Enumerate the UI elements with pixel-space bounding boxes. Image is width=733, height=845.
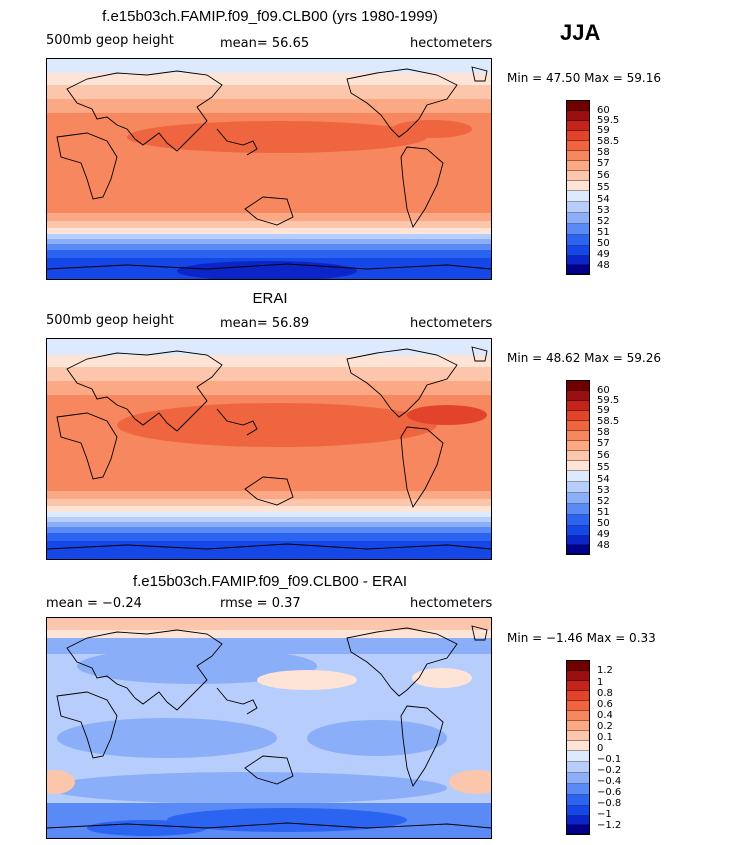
coastlines <box>47 625 491 829</box>
panel-3-minmax: Min = −1.46 Max = 0.33 <box>507 631 656 645</box>
panel-1-title: f.e15b03ch.FAMIP.f09_f09.CLB00 (yrs 1980… <box>102 8 438 25</box>
panel-3-map <box>46 617 492 839</box>
panel-3-cbar-label: −0.6 <box>597 787 622 798</box>
panel-3-cbar-label: −0.8 <box>597 798 622 809</box>
panel-1-cbar-label: 52 <box>597 216 610 227</box>
panel-3-field <box>47 618 491 838</box>
panel-1-cbar-label: 48 <box>597 260 610 271</box>
panel-1-cbar-label: 58 <box>597 147 610 158</box>
panel-1-cbar-label: 59 <box>597 125 610 136</box>
panel-2-cbar-label: 58 <box>597 427 610 438</box>
panel-1-mean-label: mean= 56.65 <box>220 36 310 51</box>
panel-3-mean-label: mean = −0.24 <box>46 596 142 611</box>
panel-3-cbar-label: 0.4 <box>597 710 613 721</box>
panel-2-units-label: hectometers <box>410 316 493 331</box>
panel-2-cbar-label: 59.5 <box>597 395 620 406</box>
panel-3-units-label: hectometers <box>410 596 493 611</box>
panel-2-cbar-label: 56 <box>597 450 610 461</box>
panel-1-cbar-label: 59.5 <box>597 115 620 126</box>
season-label: JJA <box>560 20 601 45</box>
coastlines <box>47 66 491 270</box>
panel-1-minmax: Min = 47.50 Max = 59.16 <box>507 71 661 85</box>
panel-1-units-label: hectometers <box>410 36 493 51</box>
panel-1-cbar-label: 55 <box>597 182 610 193</box>
panel-3-cbar-label: 0 <box>597 743 604 754</box>
panel-3-cbar-label: 1 <box>597 677 604 688</box>
panel-3-cbar-label: 1.2 <box>597 665 613 676</box>
panel-2-map <box>46 338 492 560</box>
panel-2-mean-label: mean= 56.89 <box>220 316 310 331</box>
panel-2-cbar-label: 48 <box>597 540 610 551</box>
panel-3-cbar-label: 0.6 <box>597 699 613 710</box>
panel-1-cbar-label: 56 <box>597 170 610 181</box>
panel-2-title: ERAI <box>252 290 288 307</box>
panel-3-cbar-label: 0.2 <box>597 721 613 732</box>
panel-1-cbar-label: 50 <box>597 238 610 249</box>
panel-1-cbar-label: 53 <box>597 205 610 216</box>
panel-1-variable-label: 500mb geop height <box>46 33 174 48</box>
panel-2-cbar-label: 55 <box>597 462 610 473</box>
panel-1-cbar-label: 54 <box>597 194 610 205</box>
panel-2-cbar-label: 51 <box>597 507 610 518</box>
panel-2-cbar-label: 54 <box>597 474 610 485</box>
panel-3-cbar-label: 0.1 <box>597 732 613 743</box>
panel-2-cbar-label: 57 <box>597 438 610 449</box>
panel-1-colorbar <box>566 100 590 275</box>
panel-3-cbar-label: −0.4 <box>597 776 622 787</box>
panel-2-variable-label: 500mb geop height <box>46 313 174 328</box>
panel-1-cbar-label: 60 <box>597 105 610 116</box>
panel-2-cbar-label: 60 <box>597 385 610 396</box>
panel-2-cbar-label: 52 <box>597 496 610 507</box>
panel-2-field <box>47 339 491 559</box>
panel-3-title: f.e15b03ch.FAMIP.f09_f09.CLB00 - ERAI <box>132 573 408 590</box>
panel-2-cbar-label: 49 <box>597 529 610 540</box>
panel-3-colorbar <box>566 660 590 835</box>
panel-1-cbar-label: 51 <box>597 227 610 238</box>
panel-3-cbar-label: 0.8 <box>597 688 613 699</box>
panel-1-cbar-label: 58.5 <box>597 136 620 147</box>
panel-2-cbar-label: 58.5 <box>597 416 620 427</box>
panel-2-colorbar <box>566 380 590 555</box>
panel-2-cbar-label: 50 <box>597 518 610 529</box>
panel-1-map <box>46 58 492 280</box>
coastlines <box>47 346 491 550</box>
panel-3-cbar-label: −1 <box>597 809 612 820</box>
panel-3-cbar-label: −0.2 <box>597 765 622 776</box>
panel-3-cbar-label: −1.2 <box>597 820 622 831</box>
panel-1-cbar-label: 49 <box>597 249 610 260</box>
panel-2-minmax: Min = 48.62 Max = 59.26 <box>507 351 661 365</box>
panel-3-cbar-label: −0.1 <box>597 754 622 765</box>
panel-3-rmse-label: rmse = 0.37 <box>220 596 301 611</box>
panel-1-field <box>47 59 491 279</box>
panel-2-cbar-label: 53 <box>597 485 610 496</box>
panel-1-cbar-label: 57 <box>597 158 610 169</box>
panel-2-cbar-label: 59 <box>597 405 610 416</box>
